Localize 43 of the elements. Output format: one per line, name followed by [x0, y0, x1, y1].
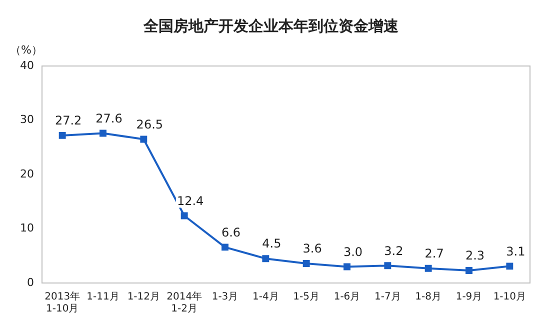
y-tick-label: 0 [26, 276, 34, 289]
y-tick-label: 30 [20, 113, 34, 126]
x-tick-label: 1-7月 [374, 292, 401, 303]
point [58, 132, 66, 139]
x-tick-label: 2013年 1-10月 [44, 290, 80, 315]
point [222, 244, 228, 251]
data-label: 27.6 [96, 111, 122, 126]
x-tick-label: 1-5月 [293, 292, 320, 303]
data-label: 3.2 [384, 244, 404, 258]
data-label: 6.6 [221, 225, 241, 240]
x-tick-label: 1-6月 [334, 292, 360, 303]
y-axis-title: （%） [10, 43, 42, 56]
point [262, 255, 270, 262]
point [466, 267, 472, 274]
y-tick-label: 10 [20, 222, 34, 235]
x-tick-label: 2014年 1-2月 [166, 290, 202, 315]
data-label: 2.7 [424, 246, 444, 260]
x-tick-label: 1-11月 [86, 292, 120, 303]
data-label: 2.3 [465, 248, 485, 263]
data-label: 3.1 [506, 244, 526, 258]
point [302, 260, 310, 267]
data-label: 12.4 [176, 194, 204, 208]
point [506, 262, 514, 270]
y-tick-label: 20 [20, 167, 34, 180]
chart-title: 全国房地产开发企业本年到位资金增速 [142, 16, 400, 35]
data-label: 4.5 [262, 236, 282, 251]
x-tick-label: 1-3月 [212, 292, 238, 303]
point [180, 212, 188, 220]
x-tick-label: 1-8月 [415, 292, 442, 303]
data-label: 3.6 [302, 242, 322, 256]
point [344, 263, 350, 270]
point [140, 136, 148, 143]
y-tick-label: 40 [20, 58, 34, 72]
point [384, 262, 392, 270]
point [424, 264, 432, 272]
data-label: 27.2 [54, 114, 82, 128]
point [100, 130, 106, 137]
x-tick-label: 1-4月 [252, 292, 279, 303]
x-tick-label: 1-12月 [127, 292, 160, 303]
data-label: 3.0 [343, 244, 363, 259]
data-label: 26.5 [136, 117, 164, 132]
x-tick-label: 1-9月 [456, 292, 482, 303]
x-tick-label: 1-10月 [493, 292, 526, 303]
